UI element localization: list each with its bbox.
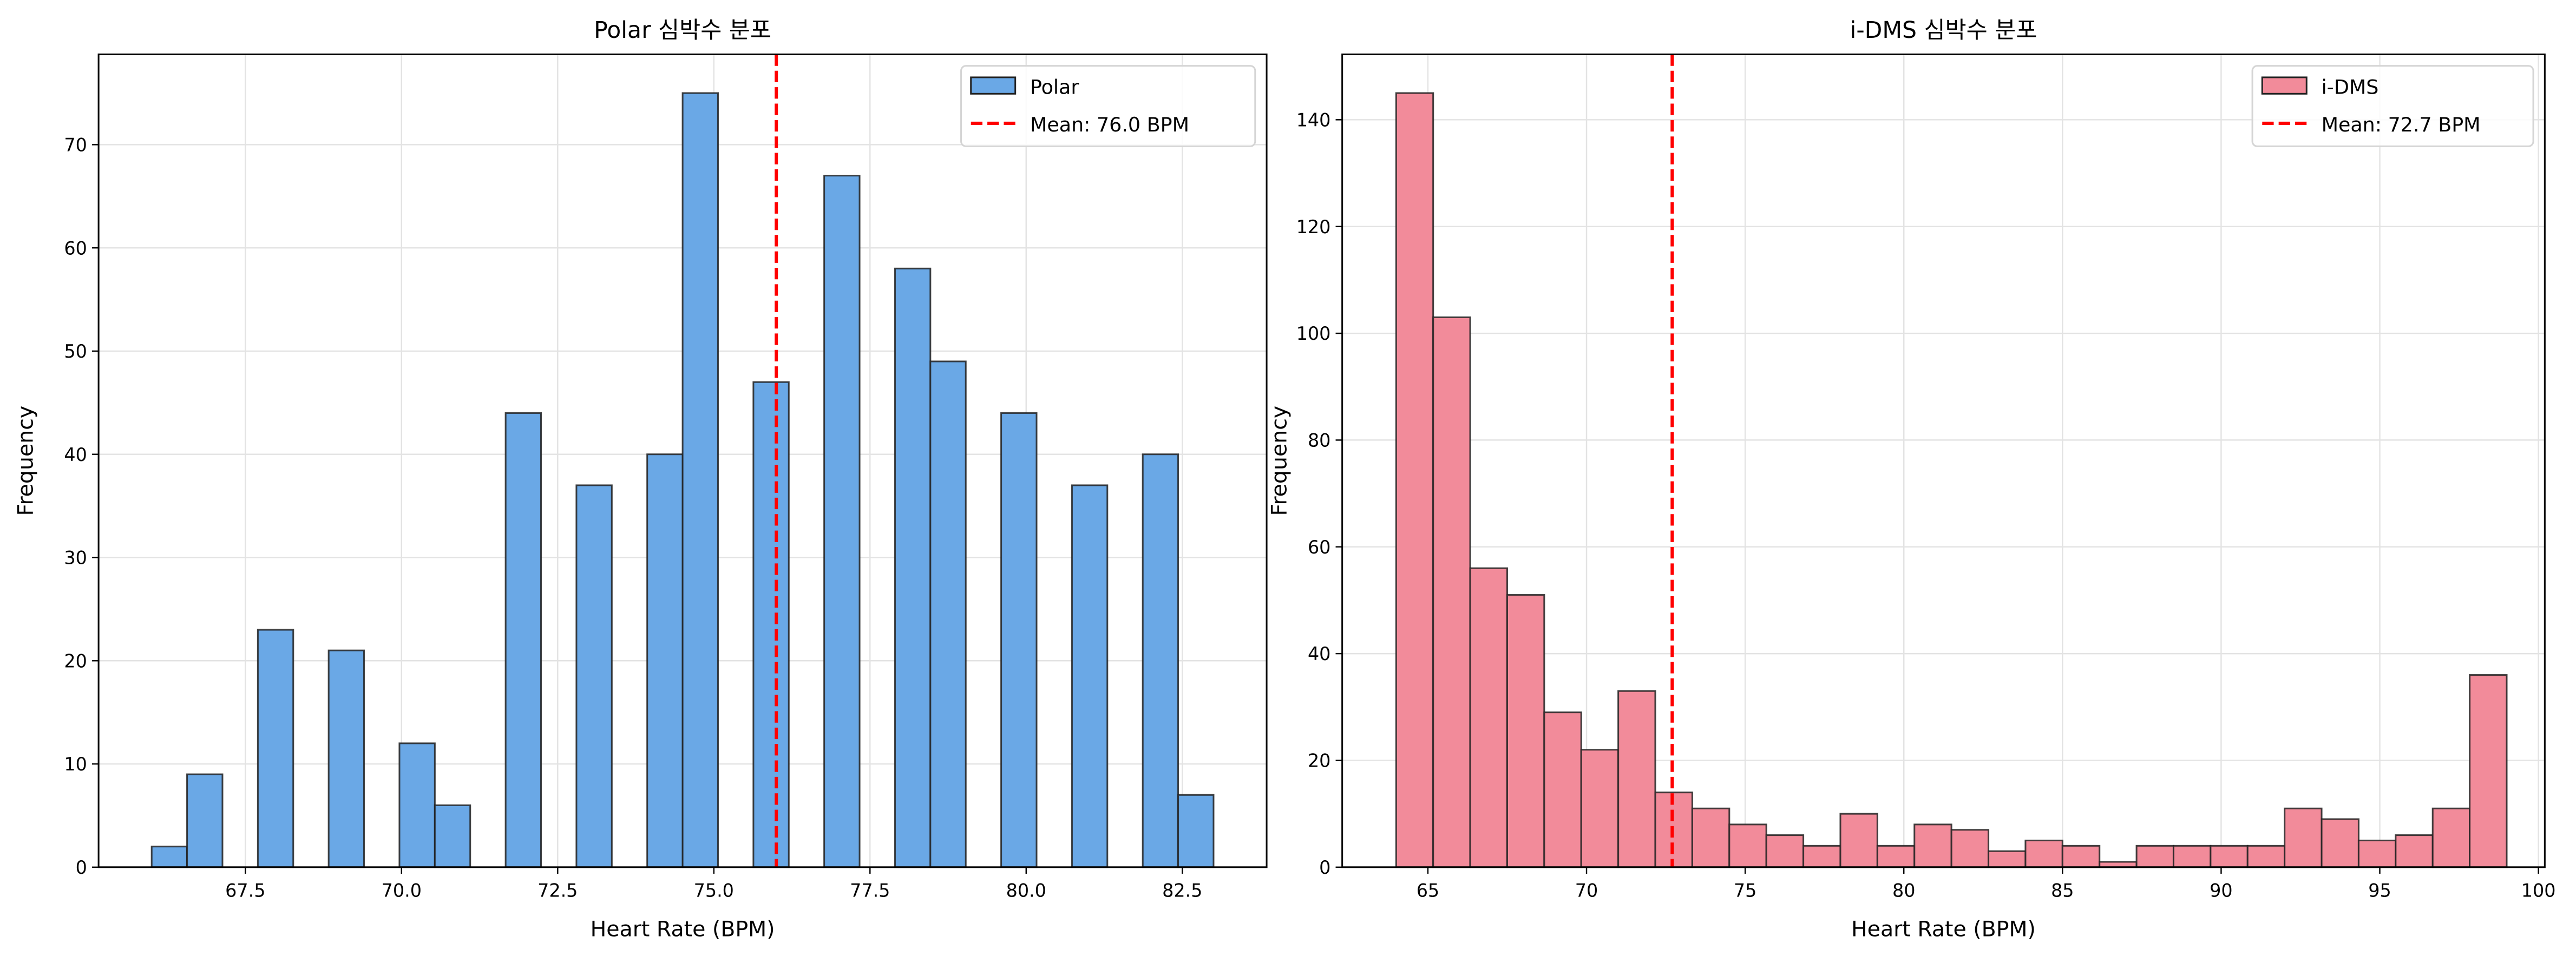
y-axis-label: Frequency — [14, 406, 38, 516]
legend: Polar Mean: 76.0 BPM — [960, 65, 1256, 147]
x-tick-label: 82.5 — [1162, 880, 1202, 901]
histogram-bar — [1071, 484, 1109, 868]
idms-histogram-panel: i-DMS 심박수 분포 Heart Rate (BPM) Frequency … — [1267, 17, 2555, 941]
legend-box — [2251, 65, 2534, 147]
histogram-bar — [2172, 845, 2212, 868]
chart-title: Polar 심박수 분포 — [594, 17, 771, 44]
histogram-bar — [646, 453, 684, 868]
histogram-bar — [575, 484, 613, 868]
histogram-bar — [257, 629, 294, 868]
y-tick-label: 60 — [1308, 537, 1330, 558]
x-tick-label: 72.5 — [538, 880, 578, 901]
y-tick-label: 60 — [64, 238, 87, 259]
histogram-bar — [823, 175, 861, 868]
histogram-bar — [398, 742, 436, 868]
histogram-bar — [504, 412, 542, 868]
histogram-bar — [1876, 845, 1916, 868]
y-tick-label: 120 — [1296, 216, 1331, 238]
histogram-bar — [1802, 845, 1841, 868]
histogram-bar — [327, 649, 365, 868]
histogram-bar — [1543, 711, 1582, 868]
histogram-bar — [2357, 839, 2397, 868]
histogram-bar — [1432, 316, 1471, 868]
histogram-bar — [1988, 850, 2027, 868]
histogram-bar — [2321, 818, 2359, 868]
y-tick-label: 50 — [64, 341, 87, 362]
histogram-bar — [1728, 823, 1767, 868]
histogram-bar — [681, 92, 719, 868]
histogram-bar — [1617, 690, 1656, 868]
histogram-bar — [2024, 839, 2063, 868]
legend-label-series: Polar — [1030, 75, 1079, 98]
x-tick-label: 77.5 — [850, 880, 890, 901]
x-tick-label: 70.0 — [382, 880, 422, 901]
histogram-bar — [1950, 829, 1990, 868]
x-axis-label: Heart Rate (BPM) — [1851, 917, 2036, 941]
legend-box — [960, 65, 1256, 147]
x-axis-label: Heart Rate (BPM) — [591, 917, 775, 941]
axes-frame — [97, 53, 1268, 868]
chart-title: i-DMS 심박수 분포 — [1850, 17, 2037, 44]
x-tick-label: 70 — [1575, 880, 1598, 901]
axes-frame — [1341, 53, 2546, 868]
legend-swatch — [2261, 76, 2308, 95]
x-tick-label: 75.0 — [694, 880, 734, 901]
x-tick-label: 80.0 — [1006, 880, 1046, 901]
histogram-bar — [2246, 845, 2286, 868]
histogram-bar — [1177, 794, 1215, 868]
histogram-bar — [1395, 92, 1434, 868]
histogram-bar — [894, 267, 932, 868]
histogram-bar — [2135, 845, 2175, 868]
x-tick-label: 75 — [1734, 880, 1756, 901]
histogram-bar — [1506, 594, 1545, 868]
histogram-bar — [2210, 845, 2249, 868]
y-tick-label: 100 — [1296, 323, 1331, 344]
histogram-bar — [2431, 807, 2471, 868]
polar-histogram-panel: Polar 심박수 분포 Heart Rate (BPM) Frequency … — [14, 17, 1268, 941]
x-tick-label: 100 — [2521, 880, 2556, 901]
histogram-bar — [1469, 567, 1508, 868]
y-tick-label: 140 — [1296, 109, 1331, 130]
legend-label-mean: Mean: 72.7 BPM — [2322, 113, 2481, 136]
histogram-bar — [186, 773, 224, 868]
histogram-bar — [150, 846, 188, 868]
y-tick-label: 10 — [64, 754, 87, 775]
histogram-bar — [752, 381, 790, 868]
y-axis-label: Frequency — [1267, 406, 1292, 516]
y-tick-label: 30 — [64, 548, 87, 569]
histogram-bar — [2395, 834, 2434, 868]
histogram-bar — [1580, 749, 1620, 868]
y-tick-label: 40 — [64, 444, 87, 465]
histogram-bar — [2284, 807, 2323, 868]
x-tick-label: 67.5 — [225, 880, 265, 901]
y-tick-label: 0 — [1319, 857, 1330, 878]
histogram-bar — [929, 360, 967, 868]
histogram-bar — [2469, 674, 2508, 868]
y-tick-label: 0 — [76, 857, 87, 878]
x-tick-label: 80 — [1892, 880, 1915, 901]
legend-label-mean: Mean: 76.0 BPM — [1030, 113, 1189, 136]
y-tick-label: 70 — [64, 135, 87, 156]
histogram-bar — [1839, 813, 1878, 868]
x-tick-label: 95 — [2368, 880, 2391, 901]
legend: i-DMS Mean: 72.7 BPM — [2251, 65, 2534, 147]
x-tick-label: 90 — [2210, 880, 2232, 901]
y-tick-label: 80 — [1308, 430, 1330, 451]
legend-label-series: i-DMS — [2322, 75, 2379, 98]
histogram-bar — [1913, 823, 1952, 868]
histogram-bar — [2061, 845, 2101, 868]
y-tick-label: 20 — [64, 650, 87, 671]
x-tick-label: 65 — [1417, 880, 1439, 901]
legend-swatch — [970, 76, 1017, 95]
y-tick-label: 40 — [1308, 643, 1330, 664]
histogram-bar — [1765, 834, 1805, 868]
histogram-bar — [1142, 453, 1179, 868]
histogram-bar — [1691, 807, 1731, 868]
histogram-bar — [434, 804, 471, 868]
histogram-bar — [1000, 412, 1038, 868]
y-tick-label: 20 — [1308, 750, 1330, 772]
x-tick-label: 85 — [2051, 880, 2074, 901]
